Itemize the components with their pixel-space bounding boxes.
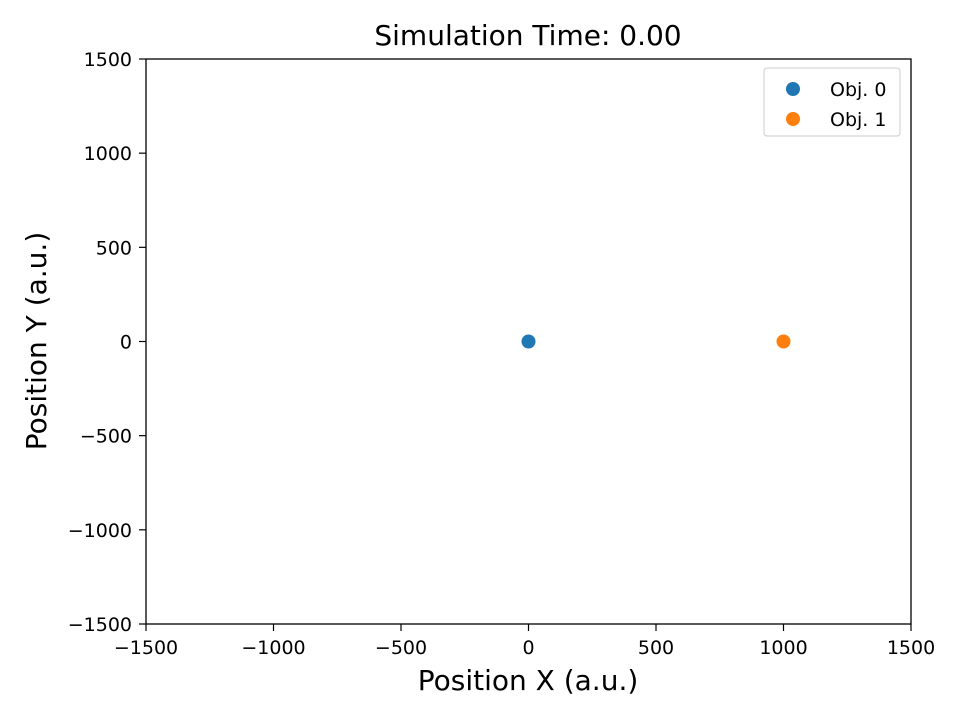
x-axis-label: Position X (a.u.) xyxy=(418,664,639,697)
x-tick-label: 0 xyxy=(522,637,534,659)
x-tick-label: −1500 xyxy=(114,637,178,659)
series-0-point xyxy=(521,334,536,349)
x-axis: −1500 −1000 −500 0 500 1000 1500 xyxy=(114,624,935,659)
legend-label-0: Obj. 0 xyxy=(830,79,886,101)
legend-label-1: Obj. 1 xyxy=(830,109,886,131)
y-axis-label: Position Y (a.u.) xyxy=(20,232,53,450)
y-tick-label: 0 xyxy=(120,332,132,354)
chart-title: Simulation Time: 0.00 xyxy=(374,19,681,52)
x-tick-label: 1000 xyxy=(759,637,807,659)
y-tick-label: −1000 xyxy=(68,520,132,542)
legend-marker-1 xyxy=(786,112,800,126)
x-tick-label: 1500 xyxy=(887,637,935,659)
x-tick-label: 500 xyxy=(638,637,674,659)
y-tick-label: −1500 xyxy=(68,614,132,636)
legend-marker-0 xyxy=(786,82,800,96)
y-tick-label: −500 xyxy=(80,426,132,448)
data-points xyxy=(521,334,791,349)
y-tick-label: 1000 xyxy=(84,143,132,165)
y-tick-label: 1500 xyxy=(84,49,132,71)
y-axis: −1500 −1000 −500 0 500 1000 1500 xyxy=(68,49,146,636)
x-tick-label: −1000 xyxy=(241,637,305,659)
series-1-point xyxy=(776,334,791,349)
x-tick-label: −500 xyxy=(375,637,427,659)
y-tick-label: 500 xyxy=(96,237,132,259)
legend: Obj. 0 Obj. 1 xyxy=(763,67,901,137)
